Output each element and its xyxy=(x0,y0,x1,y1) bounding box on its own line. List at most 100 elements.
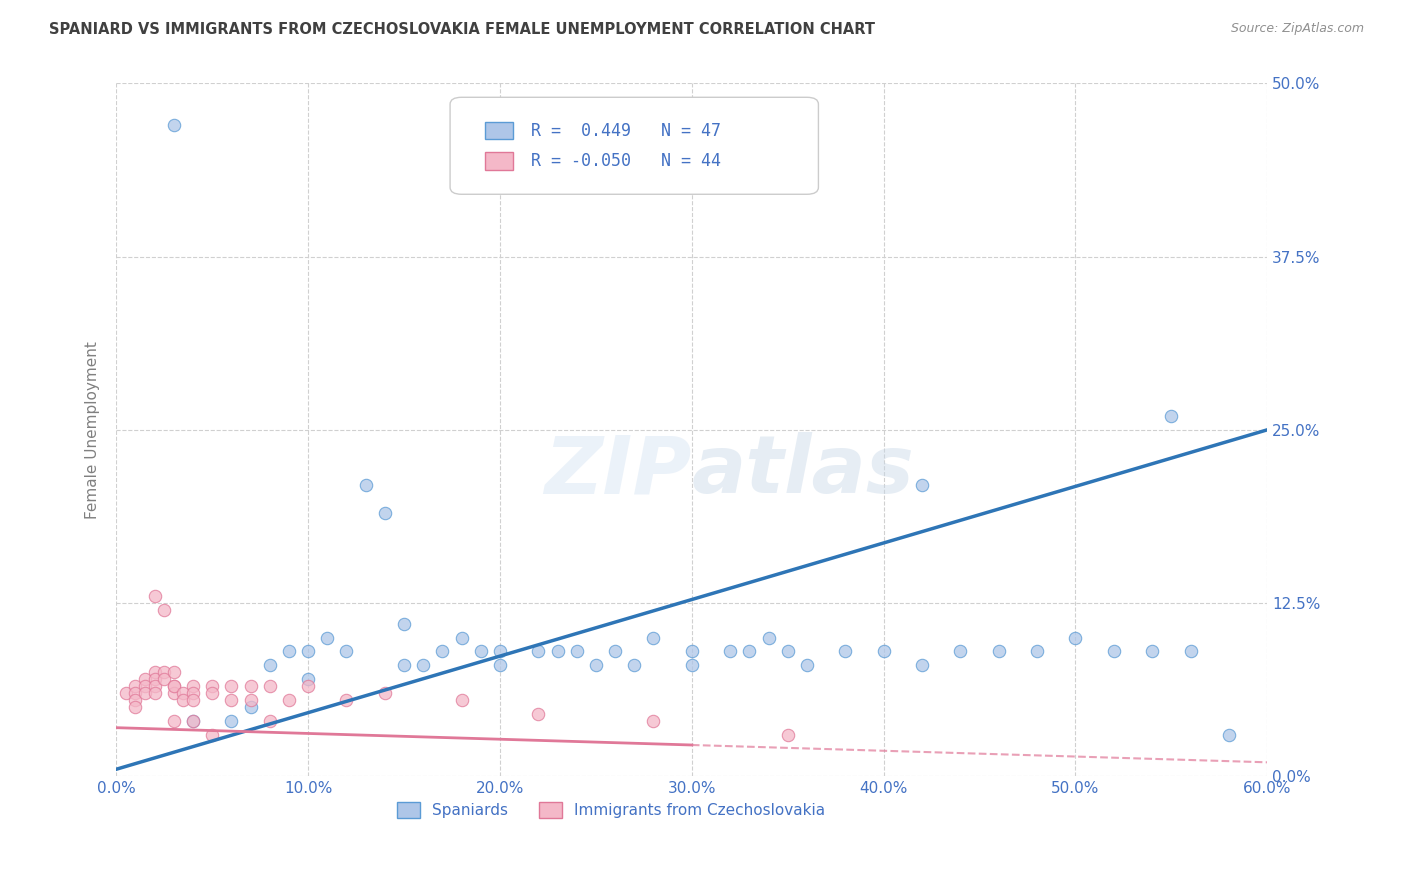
Point xyxy=(134,672,156,686)
Point xyxy=(172,686,194,700)
Text: Source: ZipAtlas.com: Source: ZipAtlas.com xyxy=(1230,22,1364,36)
Point xyxy=(1064,631,1087,645)
Point xyxy=(143,665,166,680)
Text: R =  0.449   N = 47: R = 0.449 N = 47 xyxy=(530,121,721,139)
Point xyxy=(1102,644,1125,658)
Point xyxy=(221,679,243,693)
Text: R = -0.050   N = 44: R = -0.050 N = 44 xyxy=(530,152,721,170)
Point xyxy=(239,699,262,714)
Point xyxy=(643,714,665,728)
Point xyxy=(143,589,166,603)
Point xyxy=(489,658,512,673)
Point xyxy=(1026,644,1049,658)
Point xyxy=(221,693,243,707)
Point xyxy=(124,699,146,714)
Point xyxy=(374,686,396,700)
FancyBboxPatch shape xyxy=(450,97,818,194)
Point xyxy=(1180,644,1202,658)
Point xyxy=(527,706,550,721)
Text: SPANIARD VS IMMIGRANTS FROM CZECHOSLOVAKIA FEMALE UNEMPLOYMENT CORRELATION CHART: SPANIARD VS IMMIGRANTS FROM CZECHOSLOVAK… xyxy=(49,22,875,37)
Point xyxy=(259,714,281,728)
Point xyxy=(163,714,186,728)
Point xyxy=(335,693,357,707)
Point xyxy=(354,478,377,492)
Point xyxy=(738,644,761,658)
Point xyxy=(153,672,176,686)
Point xyxy=(163,679,186,693)
Point xyxy=(181,714,204,728)
Point xyxy=(297,672,319,686)
Point xyxy=(297,679,319,693)
Point xyxy=(259,679,281,693)
Point xyxy=(115,686,138,700)
Point xyxy=(201,728,224,742)
Point xyxy=(547,644,569,658)
Point xyxy=(681,658,703,673)
Point xyxy=(470,644,492,658)
Point xyxy=(316,631,339,645)
Point xyxy=(392,658,415,673)
Point xyxy=(1160,409,1182,423)
Point xyxy=(374,506,396,520)
FancyBboxPatch shape xyxy=(485,122,513,139)
Point xyxy=(450,693,472,707)
Point xyxy=(623,658,645,673)
Point xyxy=(124,686,146,700)
Point xyxy=(681,644,703,658)
Point xyxy=(450,631,472,645)
Y-axis label: Female Unemployment: Female Unemployment xyxy=(86,341,100,519)
Point xyxy=(163,679,186,693)
Point xyxy=(163,118,186,132)
Point xyxy=(949,644,972,658)
Point xyxy=(987,644,1010,658)
Point xyxy=(297,644,319,658)
Point xyxy=(201,686,224,700)
Point xyxy=(181,686,204,700)
Text: atlas: atlas xyxy=(692,433,914,510)
Point xyxy=(124,679,146,693)
Point xyxy=(201,679,224,693)
Point xyxy=(1218,728,1240,742)
Point xyxy=(489,644,512,658)
Point xyxy=(565,644,588,658)
Point xyxy=(392,616,415,631)
Point xyxy=(153,665,176,680)
Point xyxy=(134,686,156,700)
Point xyxy=(585,658,607,673)
Legend: Spaniards, Immigrants from Czechoslovakia: Spaniards, Immigrants from Czechoslovaki… xyxy=(391,796,831,824)
Point xyxy=(181,693,204,707)
Point xyxy=(172,693,194,707)
Point xyxy=(259,658,281,673)
Point xyxy=(412,658,434,673)
Point xyxy=(163,665,186,680)
Point xyxy=(432,644,454,658)
Point xyxy=(134,679,156,693)
Point xyxy=(796,658,818,673)
Point xyxy=(239,693,262,707)
Point xyxy=(911,478,934,492)
Point xyxy=(239,679,262,693)
Point xyxy=(603,644,626,658)
Text: ZIP: ZIP xyxy=(544,433,692,510)
Point xyxy=(181,679,204,693)
Point xyxy=(277,644,299,658)
Point xyxy=(758,631,780,645)
Point xyxy=(872,644,894,658)
Point xyxy=(643,631,665,645)
Point xyxy=(718,644,741,658)
Point xyxy=(163,686,186,700)
Point xyxy=(124,693,146,707)
Point xyxy=(143,686,166,700)
Point xyxy=(181,714,204,728)
Point xyxy=(776,644,799,658)
Point xyxy=(776,728,799,742)
Point xyxy=(527,644,550,658)
Point xyxy=(221,714,243,728)
Point xyxy=(153,603,176,617)
Point xyxy=(335,644,357,658)
Point xyxy=(834,644,856,658)
Point xyxy=(911,658,934,673)
Point xyxy=(143,679,166,693)
Point xyxy=(277,693,299,707)
Point xyxy=(1142,644,1164,658)
